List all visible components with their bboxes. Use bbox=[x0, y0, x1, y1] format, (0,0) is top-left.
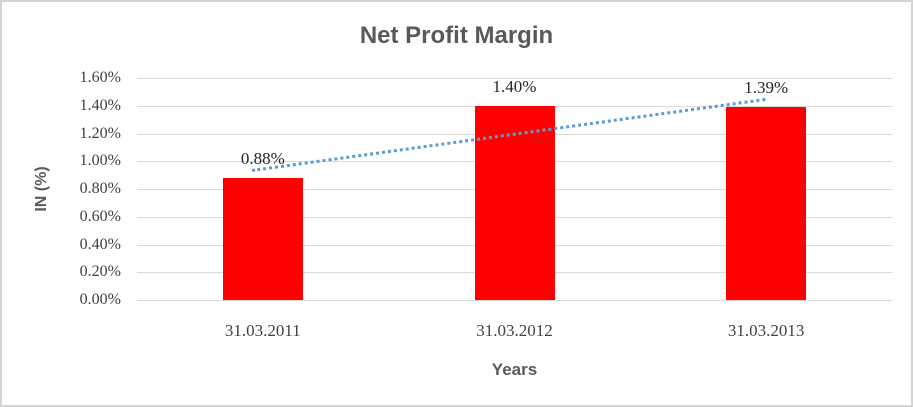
x-category-label: 31.03.2013 bbox=[727, 321, 805, 340]
bar-data-label: 1.40% bbox=[492, 76, 537, 96]
y-axis-tick-label: 0.00% bbox=[79, 291, 121, 308]
chart-title: Net Profit Margin bbox=[359, 22, 554, 49]
y-axis-tick-label: 0.80% bbox=[79, 180, 121, 197]
bar-31.03.2013 bbox=[726, 107, 807, 300]
gridline bbox=[137, 300, 892, 301]
y-axis-tick-label: 0.20% bbox=[79, 263, 121, 281]
x-category-label: 31.03.2011 bbox=[224, 321, 301, 340]
y-axis-tick-label: 1.20% bbox=[79, 124, 121, 142]
y-axis-tick-label: 1.40% bbox=[79, 96, 121, 114]
y-axis-tick-label: 0.60% bbox=[79, 207, 121, 225]
y-axis-tick-label: 1.60% bbox=[79, 69, 121, 86]
y-axis-title: IN (%) bbox=[33, 166, 50, 212]
x-category-label: 31.03.2012 bbox=[476, 321, 553, 340]
bar-31.03.2012 bbox=[474, 105, 555, 300]
y-axis-tick-label: 0.40% bbox=[79, 235, 121, 253]
gridline bbox=[137, 78, 892, 79]
y-axis-tick-label: 1.00% bbox=[79, 152, 121, 170]
bar-31.03.2011 bbox=[222, 177, 303, 300]
bar-data-label: 0.88% bbox=[240, 148, 285, 168]
x-axis-title: Years bbox=[491, 360, 538, 379]
bar-data-label: 1.39% bbox=[744, 78, 789, 98]
